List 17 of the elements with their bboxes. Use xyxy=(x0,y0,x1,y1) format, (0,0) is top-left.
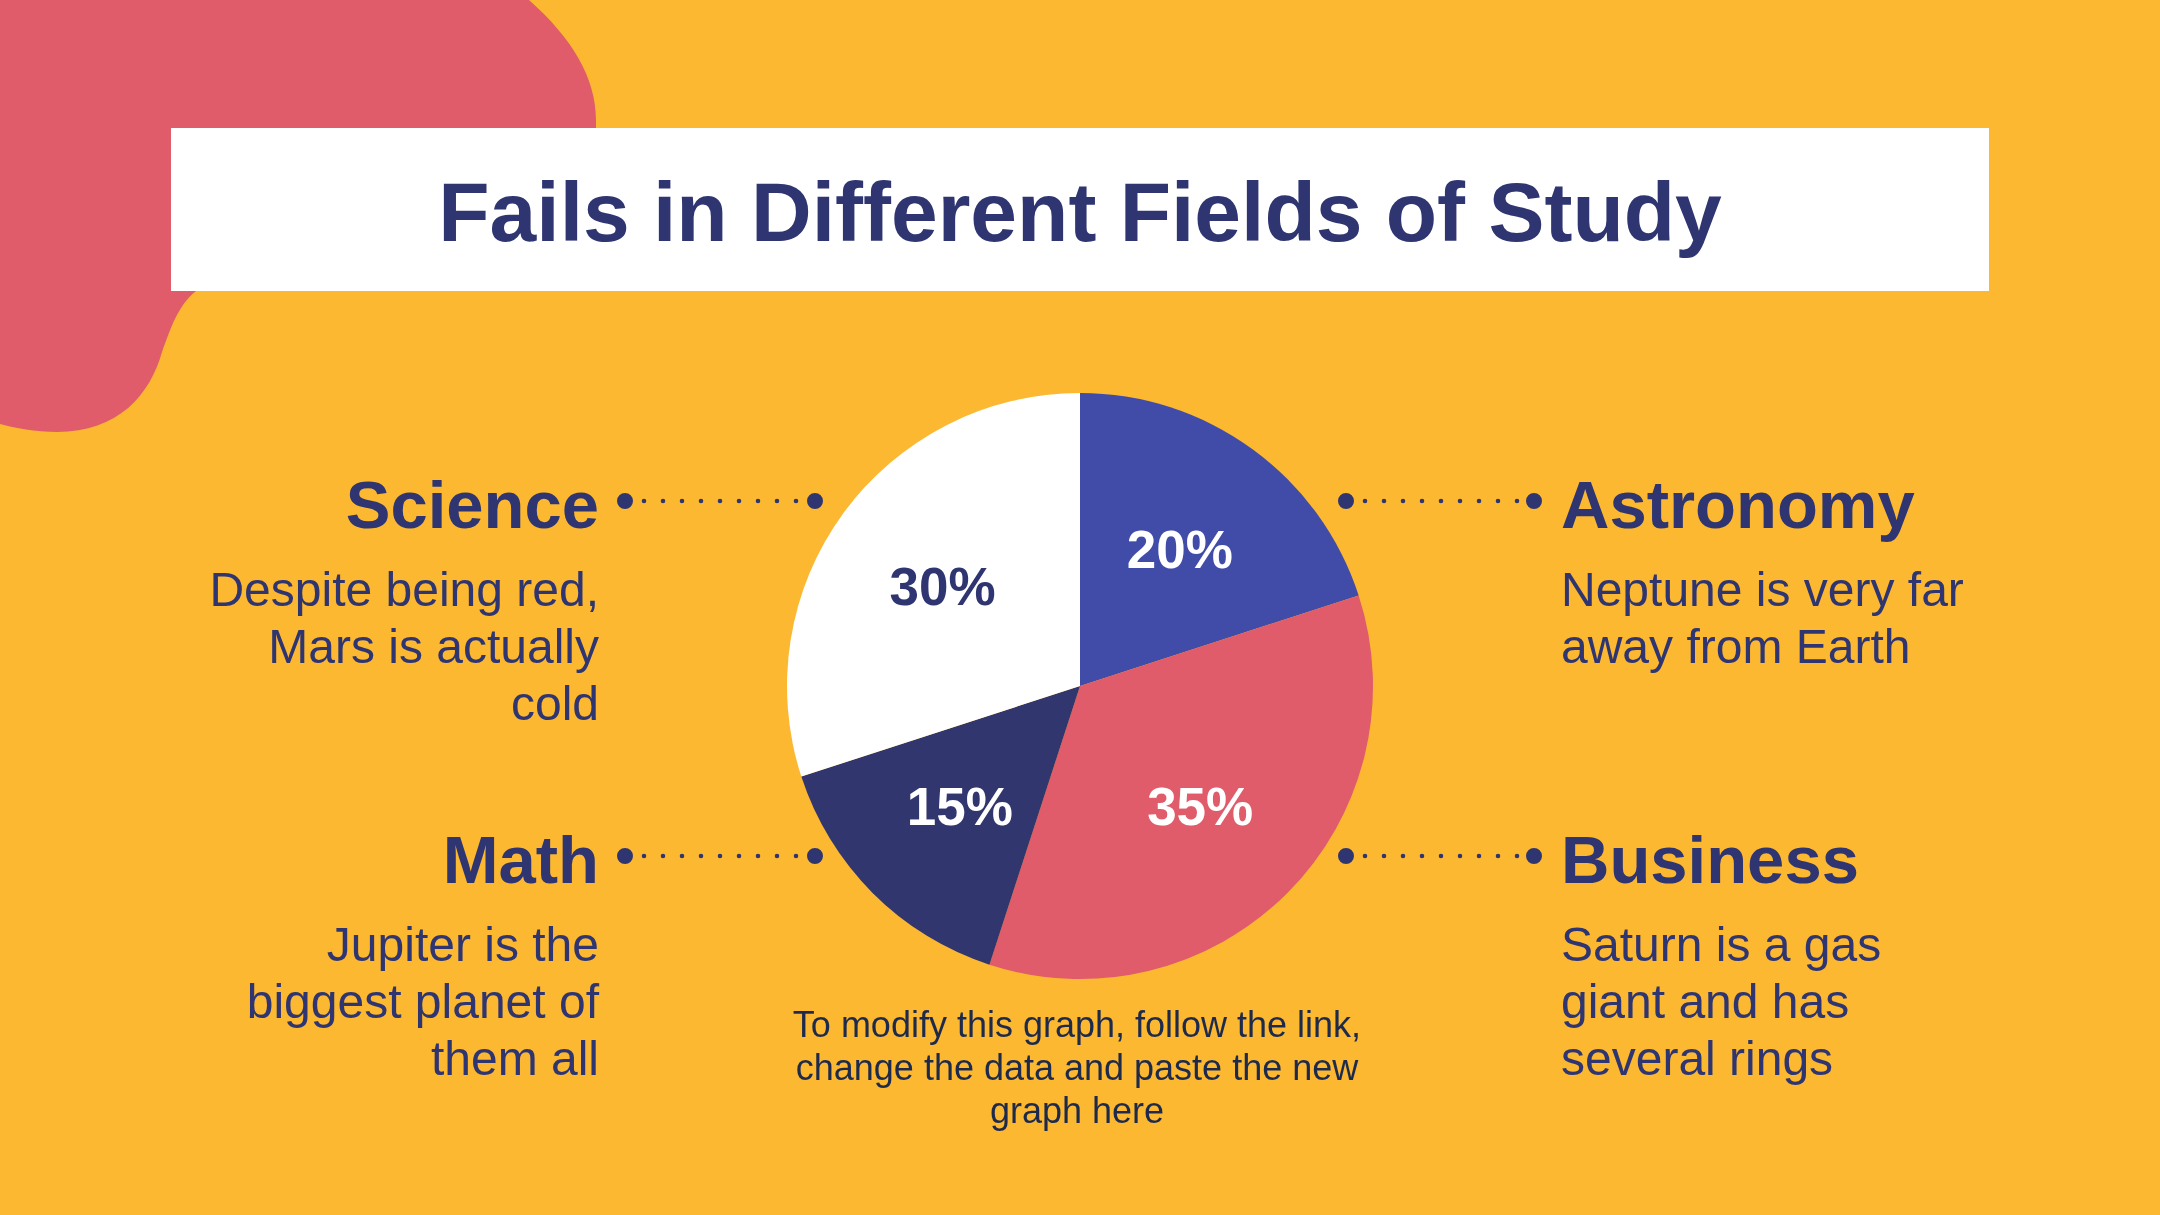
text: Neptune is very far away from Earth xyxy=(1561,563,1964,673)
text: Jupiter is the biggest planet of them all xyxy=(246,918,600,1085)
text: To modify this graph, follow the link, change the data and paste the new graph here xyxy=(792,1004,1362,1131)
text: Despite being red, Mars is actually cold xyxy=(209,563,599,730)
data-label: 15% xyxy=(906,777,1013,837)
pie-slice xyxy=(1080,393,1359,686)
data-label: 30% xyxy=(889,557,996,617)
slice-label: Business xyxy=(1561,822,1859,897)
pie-slice xyxy=(787,393,1080,777)
chart-title: Fails in Different Fields of Study xyxy=(438,165,1723,259)
slice-label: Math xyxy=(442,822,599,897)
slice-label: Astronomy xyxy=(1561,467,1915,542)
data-label: 20% xyxy=(1126,519,1233,579)
text: Saturn is a gas giant and has several rings xyxy=(1561,918,1882,1085)
slice-label: Science xyxy=(345,467,599,542)
pie-slice xyxy=(801,686,1080,965)
data-label: 35% xyxy=(1147,777,1254,837)
